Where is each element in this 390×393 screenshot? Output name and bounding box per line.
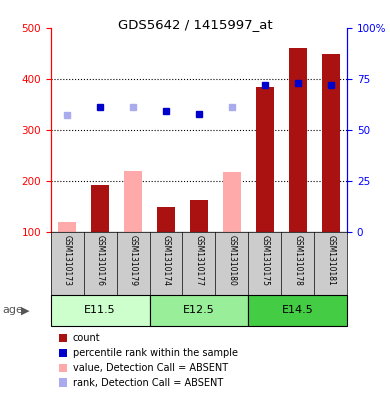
Bar (223, 172, 241, 232)
Text: ▶: ▶ (21, 305, 30, 316)
Bar (157, 208, 175, 232)
Text: rank, Detection Call = ABSENT: rank, Detection Call = ABSENT (73, 378, 223, 388)
Bar (91, 185, 109, 232)
Bar (322, 54, 340, 232)
Bar (149, 295, 248, 326)
Text: GSM1310174: GSM1310174 (161, 235, 170, 286)
Bar (58, 222, 76, 232)
Text: GSM1310176: GSM1310176 (96, 235, 105, 286)
Text: E12.5: E12.5 (183, 305, 215, 316)
Text: GDS5642 / 1415997_at: GDS5642 / 1415997_at (118, 18, 272, 31)
Text: percentile rank within the sample: percentile rank within the sample (73, 348, 238, 358)
Text: GSM1310180: GSM1310180 (227, 235, 236, 286)
Text: GSM1310181: GSM1310181 (326, 235, 335, 286)
Text: GSM1310175: GSM1310175 (260, 235, 269, 286)
Text: GSM1310177: GSM1310177 (194, 235, 204, 286)
Bar (248, 295, 347, 326)
Text: GSM1310173: GSM1310173 (63, 235, 72, 286)
Text: E11.5: E11.5 (84, 305, 116, 316)
Text: GSM1310179: GSM1310179 (129, 235, 138, 286)
Text: E14.5: E14.5 (282, 305, 314, 316)
Bar (190, 200, 208, 232)
Text: age: age (2, 305, 23, 316)
Bar (256, 87, 274, 232)
Text: GSM1310178: GSM1310178 (293, 235, 302, 286)
Bar (289, 48, 307, 232)
Bar (51, 295, 149, 326)
Text: count: count (73, 333, 101, 343)
Text: value, Detection Call = ABSENT: value, Detection Call = ABSENT (73, 363, 228, 373)
Bar (124, 171, 142, 232)
